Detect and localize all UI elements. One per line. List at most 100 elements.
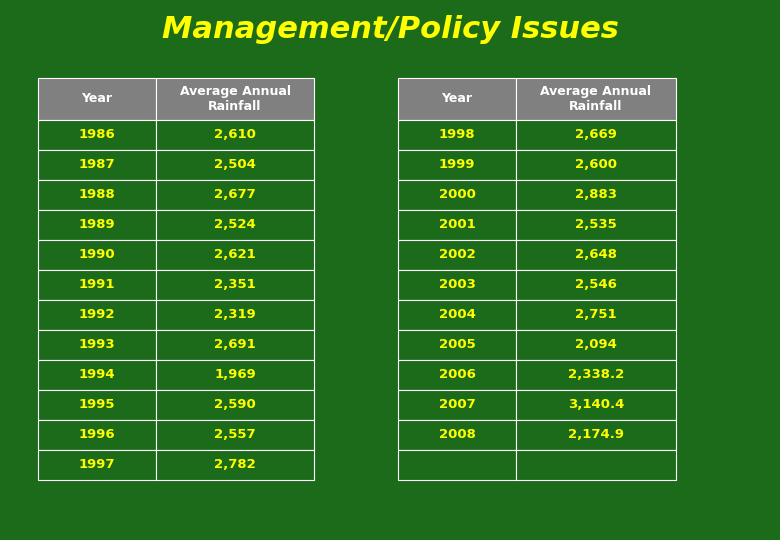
Bar xyxy=(516,450,676,480)
Text: 2,600: 2,600 xyxy=(575,159,617,172)
Text: 2,338.2: 2,338.2 xyxy=(568,368,624,381)
Bar xyxy=(398,270,516,300)
Bar xyxy=(516,270,676,300)
Text: 2003: 2003 xyxy=(438,279,476,292)
Bar xyxy=(516,360,676,390)
Bar xyxy=(156,330,314,360)
Bar xyxy=(38,330,156,360)
Bar xyxy=(156,420,314,450)
Text: 2,751: 2,751 xyxy=(575,308,617,321)
Bar xyxy=(156,360,314,390)
Bar xyxy=(38,390,156,420)
Bar xyxy=(156,450,314,480)
Bar xyxy=(516,420,676,450)
Text: Management/Policy Issues: Management/Policy Issues xyxy=(161,16,619,44)
Text: Year: Year xyxy=(441,92,473,105)
Text: 2,504: 2,504 xyxy=(214,159,256,172)
Text: 1995: 1995 xyxy=(79,399,115,411)
Bar xyxy=(516,150,676,180)
Text: 2,524: 2,524 xyxy=(215,219,256,232)
Text: 2,691: 2,691 xyxy=(215,339,256,352)
Text: 1997: 1997 xyxy=(79,458,115,471)
Text: 2,535: 2,535 xyxy=(575,219,617,232)
Text: 1993: 1993 xyxy=(79,339,115,352)
Bar xyxy=(156,300,314,330)
Bar xyxy=(38,420,156,450)
Bar xyxy=(398,330,516,360)
Text: 2001: 2001 xyxy=(438,219,475,232)
Text: 2,590: 2,590 xyxy=(215,399,256,411)
Text: 2,621: 2,621 xyxy=(215,248,256,261)
Text: 1991: 1991 xyxy=(79,279,115,292)
Text: 3,140.4: 3,140.4 xyxy=(568,399,624,411)
Bar xyxy=(516,210,676,240)
Text: 2002: 2002 xyxy=(438,248,475,261)
Bar xyxy=(398,420,516,450)
Bar xyxy=(398,360,516,390)
Bar xyxy=(38,240,156,270)
Bar xyxy=(38,450,156,480)
Bar xyxy=(398,210,516,240)
Text: 1988: 1988 xyxy=(79,188,115,201)
Bar xyxy=(398,120,516,150)
Bar xyxy=(156,240,314,270)
Bar xyxy=(516,330,676,360)
Bar xyxy=(156,210,314,240)
Bar xyxy=(516,390,676,420)
Bar xyxy=(38,120,156,150)
Text: Year: Year xyxy=(81,92,112,105)
Text: 2,546: 2,546 xyxy=(575,279,617,292)
Text: 1998: 1998 xyxy=(438,129,475,141)
Bar xyxy=(398,78,516,120)
Text: 1986: 1986 xyxy=(79,129,115,141)
Text: 2,677: 2,677 xyxy=(215,188,256,201)
Text: 2,557: 2,557 xyxy=(215,429,256,442)
Bar xyxy=(398,180,516,210)
Bar xyxy=(156,390,314,420)
Bar xyxy=(398,390,516,420)
Text: 2000: 2000 xyxy=(438,188,476,201)
Text: Average Annual
Rainfall: Average Annual Rainfall xyxy=(179,85,290,113)
Text: 1994: 1994 xyxy=(79,368,115,381)
Text: Average Annual
Rainfall: Average Annual Rainfall xyxy=(541,85,651,113)
Text: 2,669: 2,669 xyxy=(575,129,617,141)
Text: 1999: 1999 xyxy=(438,159,475,172)
Bar xyxy=(38,180,156,210)
Bar xyxy=(156,120,314,150)
Text: 1,969: 1,969 xyxy=(215,368,256,381)
Bar xyxy=(38,270,156,300)
Text: 2,610: 2,610 xyxy=(214,129,256,141)
Text: 2,883: 2,883 xyxy=(575,188,617,201)
Bar xyxy=(398,450,516,480)
Bar xyxy=(156,180,314,210)
Text: 1990: 1990 xyxy=(79,248,115,261)
Bar xyxy=(516,300,676,330)
Bar xyxy=(38,150,156,180)
Bar xyxy=(516,240,676,270)
Bar xyxy=(516,180,676,210)
Text: 2,648: 2,648 xyxy=(575,248,617,261)
Text: 2005: 2005 xyxy=(438,339,475,352)
Bar xyxy=(398,300,516,330)
Text: 2007: 2007 xyxy=(438,399,475,411)
Text: 2008: 2008 xyxy=(438,429,476,442)
Bar xyxy=(156,270,314,300)
Text: 1996: 1996 xyxy=(79,429,115,442)
Bar xyxy=(156,150,314,180)
Text: 1989: 1989 xyxy=(79,219,115,232)
Bar xyxy=(156,78,314,120)
Text: 2,782: 2,782 xyxy=(215,458,256,471)
Text: 2,174.9: 2,174.9 xyxy=(568,429,624,442)
Text: 1987: 1987 xyxy=(79,159,115,172)
Bar xyxy=(398,150,516,180)
Bar xyxy=(38,300,156,330)
Bar xyxy=(398,240,516,270)
Bar xyxy=(516,78,676,120)
Bar xyxy=(38,210,156,240)
Text: 2,319: 2,319 xyxy=(215,308,256,321)
Bar xyxy=(38,360,156,390)
Bar xyxy=(38,78,156,120)
Text: 2,094: 2,094 xyxy=(575,339,617,352)
Bar xyxy=(516,120,676,150)
Text: 2004: 2004 xyxy=(438,308,476,321)
